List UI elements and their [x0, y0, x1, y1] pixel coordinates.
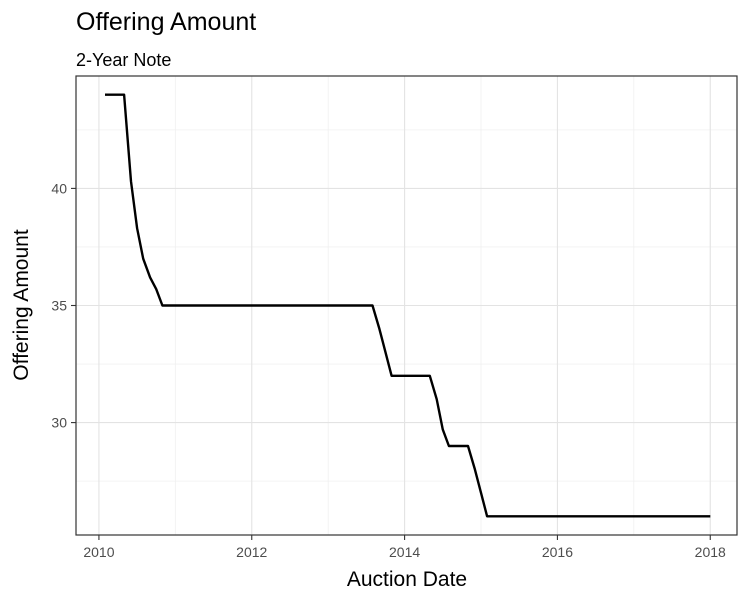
chart-title: Offering Amount — [76, 8, 257, 36]
y-tick-label: 40 — [51, 180, 67, 196]
series-line — [105, 93, 711, 518]
x-tick-label: 2012 — [236, 544, 267, 560]
y-tick-label: 30 — [51, 415, 67, 431]
major-gridlines — [76, 76, 737, 535]
chart-subtitle: 2-Year Note — [76, 50, 172, 70]
y-tick-label: 35 — [51, 298, 67, 314]
x-axis-label: Auction Date — [346, 568, 468, 591]
series-layer — [105, 93, 711, 518]
y-axis-ticks: 30 35 40 — [51, 180, 76, 431]
x-tick-label: 2014 — [389, 544, 420, 560]
x-axis-ticks: 2010 2012 2014 2016 2018 — [83, 535, 726, 560]
x-tick-label: 2010 — [83, 544, 114, 560]
x-tick-label: 2018 — [695, 544, 726, 560]
x-tick-label: 2016 — [542, 544, 573, 560]
